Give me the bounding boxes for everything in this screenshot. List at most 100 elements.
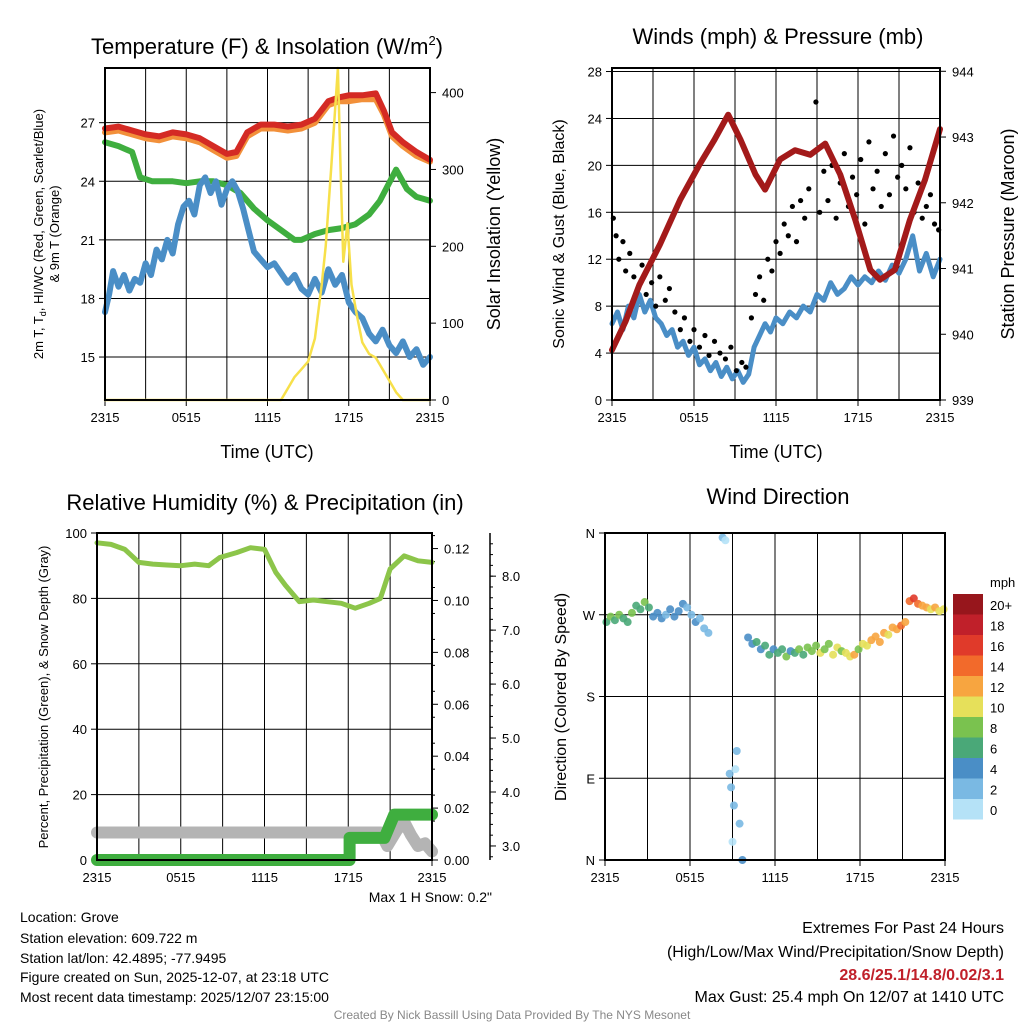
wind-direction-point — [752, 638, 761, 646]
wind-direction-point — [761, 641, 770, 650]
gust-point — [798, 197, 804, 204]
pressure-axis-tick-label: 942 — [952, 196, 974, 211]
gust-point — [757, 274, 763, 280]
gust-point — [728, 344, 734, 350]
x-tick-label: 2315 — [598, 410, 627, 425]
wind-direction-ylabel: Direction (Colored By Speed) — [553, 593, 570, 801]
gust-point — [874, 168, 880, 174]
gust-point — [696, 344, 703, 350]
gust-point — [789, 203, 796, 210]
gust-point — [627, 250, 633, 256]
gust-point — [748, 315, 755, 321]
wind-direction-point — [653, 608, 662, 617]
pressure-axis-tick-label: 944 — [952, 64, 974, 79]
colorbar-label: 14 — [990, 660, 1004, 675]
wind-direction-point — [644, 603, 653, 612]
y-tick-label: E — [586, 771, 595, 786]
snow-axis-tick-label: 7.0 — [502, 623, 520, 638]
x-tick-label: 0515 — [680, 410, 709, 425]
x-tick-label: 2315 — [418, 870, 447, 885]
colorbar-label: 20+ — [990, 598, 1012, 613]
wind-direction-point — [732, 747, 741, 755]
y-tick-label: 0 — [595, 393, 602, 408]
info-elevation: Station elevation: 609.722 m — [20, 930, 197, 946]
wind-direction-point — [820, 645, 829, 654]
y-tick-label: N — [586, 853, 595, 868]
y-tick-label: 20 — [73, 788, 87, 803]
wind-direction-point — [627, 608, 636, 617]
wind-direction-point — [909, 594, 918, 603]
gust-point — [849, 174, 856, 180]
dewpoint-line — [102, 139, 433, 243]
wind-direction-point — [674, 607, 683, 616]
wind-direction-title: Wind Direction — [706, 484, 849, 509]
wind-direction-point — [799, 650, 808, 659]
x-tick-label: 1115 — [251, 870, 278, 885]
wind-direction-point — [829, 650, 838, 659]
wind_direction-plot: 2315 0515 1115 1715 2315 N E S W N — [583, 526, 960, 885]
winds-xlabel: Time (UTC) — [729, 442, 822, 462]
gust-point — [903, 186, 909, 192]
solar-axis-tick-label: 200 — [442, 239, 464, 254]
station-info: Location: Grove Station elevation: 609.7… — [20, 909, 329, 1005]
humidity-ylabel: Percent, Precipitation (Green), & Snow D… — [36, 546, 51, 849]
gust-point — [919, 215, 925, 221]
colorbar-label: 10 — [990, 701, 1004, 716]
plot-frame — [104, 67, 431, 401]
x-tick-label: 2315 — [83, 870, 112, 885]
gust-point — [677, 327, 683, 333]
plot-frame — [96, 532, 433, 861]
snow-axis-tick-label: 4.0 — [502, 785, 520, 800]
snow-axis-tick-label: 8.0 — [502, 569, 520, 584]
gust-point — [733, 368, 739, 374]
colorbar-swatch — [953, 717, 983, 738]
solar-axis-tick-label: 100 — [442, 316, 464, 331]
gust-point — [785, 233, 791, 239]
pressure-axis-tick-label: 939 — [952, 393, 974, 408]
colorbar-swatch — [953, 737, 983, 758]
gust-point — [722, 356, 729, 362]
gust-point — [706, 352, 712, 359]
gust-point — [886, 192, 893, 198]
gust-point — [866, 139, 872, 145]
gust-point — [781, 221, 787, 227]
gust-point — [841, 151, 847, 157]
wind-direction-point — [807, 647, 816, 656]
y-tick-label: 16 — [588, 205, 602, 220]
gust-point — [858, 156, 864, 163]
wind-direction-point — [725, 769, 734, 778]
y-tick-label: 8 — [595, 299, 602, 314]
solar-axis-tick-label: 0 — [442, 393, 449, 408]
wind-direction-point — [871, 632, 880, 641]
pressure-ylabel: Station Pressure (Maroon) — [998, 128, 1018, 339]
gust-point — [653, 303, 659, 309]
gust-point — [907, 145, 913, 151]
x-tick-label: 1115 — [762, 870, 789, 885]
colorbar-swatch — [953, 594, 983, 615]
wind-direction-point — [728, 837, 737, 846]
y-tick-label: W — [583, 608, 596, 623]
gust-point — [613, 233, 619, 239]
colorbar-swatch — [953, 676, 983, 697]
wind-direction-point — [636, 605, 645, 614]
precip-axis-tick-label: 0.00 — [444, 853, 469, 868]
x-tick-label: 1715 — [844, 410, 873, 425]
colorbar-swatch — [953, 696, 983, 717]
gust-point — [631, 274, 637, 280]
y-tick-label: 20 — [588, 158, 602, 173]
wind-direction-point — [666, 605, 675, 614]
colorbar-label: 4 — [990, 762, 997, 777]
y-tick-label: 12 — [588, 252, 602, 267]
gust-point — [643, 291, 649, 298]
wind-direction-point — [863, 641, 872, 650]
x-tick-label: 1115 — [763, 410, 790, 425]
y-tick-label: 21 — [81, 233, 95, 248]
y-tick-label: 100 — [65, 526, 87, 541]
y-tick-label: 15 — [81, 350, 95, 365]
wind-direction-point — [884, 630, 893, 639]
snow-axis-tick-label: 3.0 — [502, 839, 520, 854]
y-tick-label: 0 — [80, 853, 87, 868]
colorbar-label: 8 — [990, 721, 997, 736]
solar-axis-tick-label: 400 — [442, 86, 464, 101]
gust-point — [817, 209, 823, 215]
